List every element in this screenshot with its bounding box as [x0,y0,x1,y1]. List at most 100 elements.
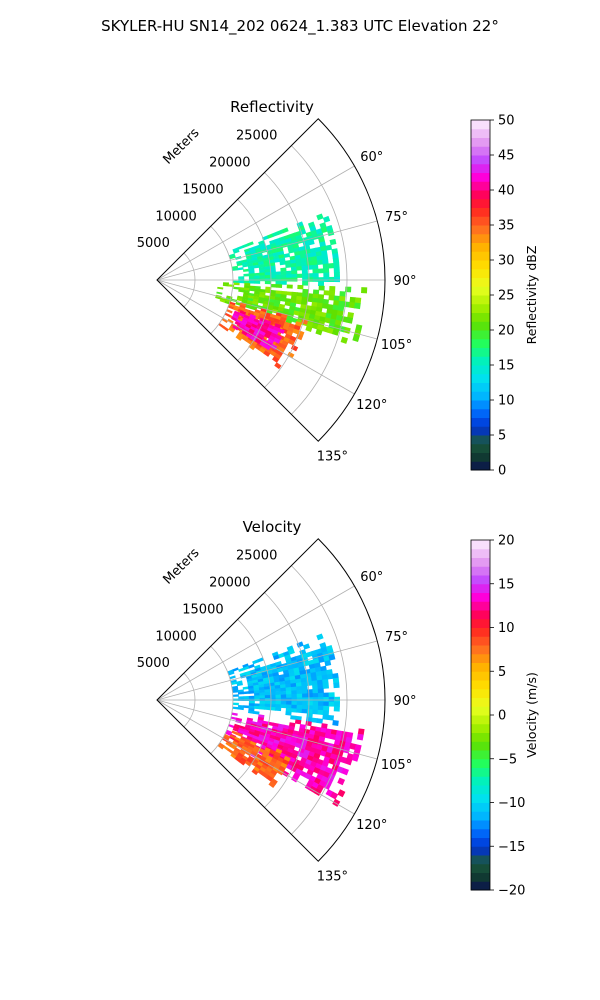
echo-cell [241,745,249,752]
echo-cell [318,697,325,702]
echo-cell [317,294,325,300]
echo-cell [232,702,239,706]
echo-cell [288,722,296,728]
echo-cell [263,263,271,268]
echo-cell [259,242,266,248]
echo-cell [280,270,287,275]
colorbar-segment [471,181,490,191]
azimuth-spoke [156,585,355,701]
colorbar-label: Velocity (m/s) [524,672,539,758]
echo-cell [289,675,296,681]
echo-cell [264,689,271,693]
echo-cell [316,302,324,309]
echo-cell [234,756,242,763]
echo-cell [323,701,330,707]
echo-cell [244,250,252,255]
echo-cell [311,297,319,304]
echo-cell [242,743,250,749]
echo-cell [326,308,333,315]
echo-cell [330,313,338,321]
echo-cell [285,270,293,275]
echo-cell [224,312,231,318]
echo-cell [341,767,349,776]
echo-cell [229,744,237,750]
echo-cell [241,755,249,761]
echo-cell [319,241,326,248]
echo-cell [258,681,265,686]
echo-cell [311,653,319,661]
echo-cell [316,255,323,261]
echo-cell [312,277,319,282]
echo-cell [217,744,224,750]
echo-cell [327,304,334,310]
echo-cell [312,701,319,707]
echo-cell [279,752,287,759]
echo-cell [337,305,345,312]
echo-cell [349,296,356,304]
echo-cell [259,700,266,705]
echo-cell [274,681,281,686]
echo-cell [344,757,353,766]
echo-cell [259,291,266,296]
echo-cell [258,313,266,319]
colorbar-segment [471,802,490,812]
echo-cell [279,680,286,686]
echo-cell [316,679,324,685]
echo-cell [251,768,259,776]
echo-cell [283,673,291,678]
echo-cell [317,688,324,694]
echo-cell [275,290,282,295]
echo-cell [321,723,328,729]
echo-cell [260,344,268,351]
echo-cell [254,338,262,345]
echo-cell [321,254,329,261]
echo-cell [253,745,261,752]
echo-cell [253,318,261,324]
echo-cell [294,719,302,725]
echo-cell [236,743,244,749]
colorbar-tick-label: 5 [498,429,506,444]
colorbar-segment [471,636,490,646]
colorbar-segment [471,268,490,278]
echo-cell [307,293,314,299]
azimuth-spoke [156,279,355,395]
radial-tick-label: 15000 [182,602,223,617]
echo-cell [327,262,335,269]
echo-cell [275,293,282,298]
echo-cell [232,307,240,312]
echo-cell [270,283,277,288]
echo-cell [259,269,266,274]
echo-cell [231,712,238,716]
echo-cell [291,701,298,706]
echo-cell [257,333,265,340]
echo-cell [249,325,257,332]
echo-cell [240,757,247,764]
echo-cell [290,679,297,684]
echo-cell [248,280,255,284]
echo-cell [329,286,336,292]
azimuth-spoke [156,165,355,281]
angle-tick-label: 135° [317,869,348,884]
echo-cell [316,232,324,239]
echo-cell [257,678,264,683]
echo-cell [271,329,279,336]
echo-cell [266,755,274,762]
echo-cell [302,643,311,650]
echo-cell [323,696,330,702]
echo-cell [237,267,244,271]
colorbar-segment [471,452,490,462]
echo-cell [338,295,346,302]
echo-cell [265,286,272,291]
echo-cell [314,666,322,673]
echo-cell [252,262,260,266]
radial-tick-label: 5000 [137,236,170,251]
radial-axis-label: Meters [161,545,203,587]
echo-cell [292,762,300,769]
echo-cell [302,277,309,282]
echo-cell [309,309,317,316]
echo-cell [229,301,236,306]
echo-cell [345,736,353,744]
echo-cell [323,267,330,274]
echo-cell [290,715,297,720]
echo-cell [232,667,239,672]
